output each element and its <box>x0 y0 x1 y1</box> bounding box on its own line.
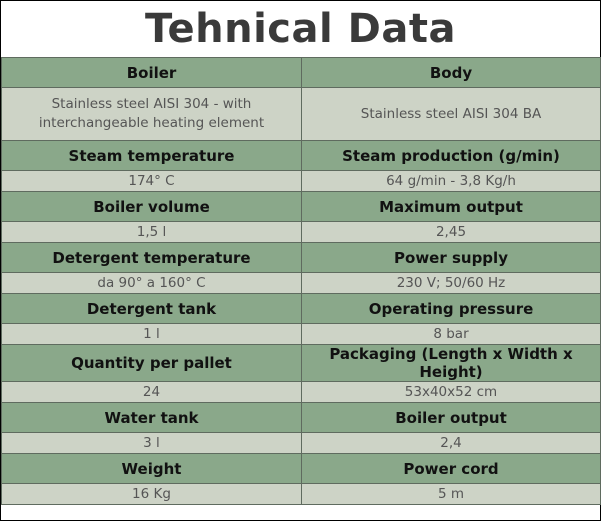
steam-production-value: 64 g/min - 3,8 Kg/h <box>301 170 601 192</box>
spec-table: Boiler Body Stainless steel AISI 304 - w… <box>1 57 601 505</box>
weight-label: Weight <box>1 453 302 484</box>
quantity-per-pallet-value: 24 <box>1 381 302 403</box>
operating-pressure-value: 8 bar <box>301 323 601 345</box>
water-tank-value: 3 l <box>1 432 302 454</box>
detergent-tank-label: Detergent tank <box>1 293 302 324</box>
steam-temperature-value: 174° C <box>1 170 302 192</box>
boiler-volume-value: 1,5 l <box>1 221 302 243</box>
boiler-volume-label: Boiler volume <box>1 191 302 222</box>
body-value: Stainless steel AISI 304 BA <box>301 87 601 141</box>
boiler-output-label: Boiler output <box>301 402 601 433</box>
power-cord-label: Power cord <box>301 453 601 484</box>
packaging-label: Packaging (Length x Width x Height) <box>301 344 601 382</box>
page-title: Tehnical Data <box>145 6 456 52</box>
table-row-header: Quantity per pallet Packaging (Length x … <box>1 344 601 382</box>
table-row-value: 1 l 8 bar <box>1 323 601 345</box>
table-row-header: Boiler Body <box>1 57 601 88</box>
table-row-value: 16 Kg 5 m <box>1 483 601 505</box>
table-row-header: Detergent temperature Power supply <box>1 242 601 273</box>
body-label: Body <box>301 57 601 88</box>
table-row-header: Detergent tank Operating pressure <box>1 293 601 324</box>
detergent-temperature-label: Detergent temperature <box>1 242 302 273</box>
quantity-per-pallet-label: Quantity per pallet <box>1 344 302 382</box>
table-row-value: 3 l 2,4 <box>1 432 601 454</box>
detergent-tank-value: 1 l <box>1 323 302 345</box>
boiler-value: Stainless steel AISI 304 - with intercha… <box>1 87 302 141</box>
table-row-value: 174° C 64 g/min - 3,8 Kg/h <box>1 170 601 192</box>
power-cord-value: 5 m <box>301 483 601 505</box>
power-supply-value: 230 V; 50/60 Hz <box>301 272 601 294</box>
detergent-temperature-value: da 90° a 160° C <box>1 272 302 294</box>
boiler-output-value: 2,4 <box>301 432 601 454</box>
power-supply-label: Power supply <box>301 242 601 273</box>
steam-production-label: Steam production (g/min) <box>301 140 601 171</box>
water-tank-label: Water tank <box>1 402 302 433</box>
table-row-header: Boiler volume Maximum output <box>1 191 601 222</box>
steam-temperature-label: Steam temperature <box>1 140 302 171</box>
table-row-value: Stainless steel AISI 304 - with intercha… <box>1 87 601 141</box>
table-row-header: Steam temperature Steam production (g/mi… <box>1 140 601 171</box>
table-row-header: Water tank Boiler output <box>1 402 601 433</box>
boiler-label: Boiler <box>1 57 302 88</box>
packaging-value: 53x40x52 cm <box>301 381 601 403</box>
maximum-output-label: Maximum output <box>301 191 601 222</box>
operating-pressure-label: Operating pressure <box>301 293 601 324</box>
weight-value: 16 Kg <box>1 483 302 505</box>
table-row-value: 1,5 l 2,45 <box>1 221 601 243</box>
table-row-value: 24 53x40x52 cm <box>1 381 601 403</box>
maximum-output-value: 2,45 <box>301 221 601 243</box>
table-row-header: Weight Power cord <box>1 453 601 484</box>
table-row-value: da 90° a 160° C 230 V; 50/60 Hz <box>1 272 601 294</box>
